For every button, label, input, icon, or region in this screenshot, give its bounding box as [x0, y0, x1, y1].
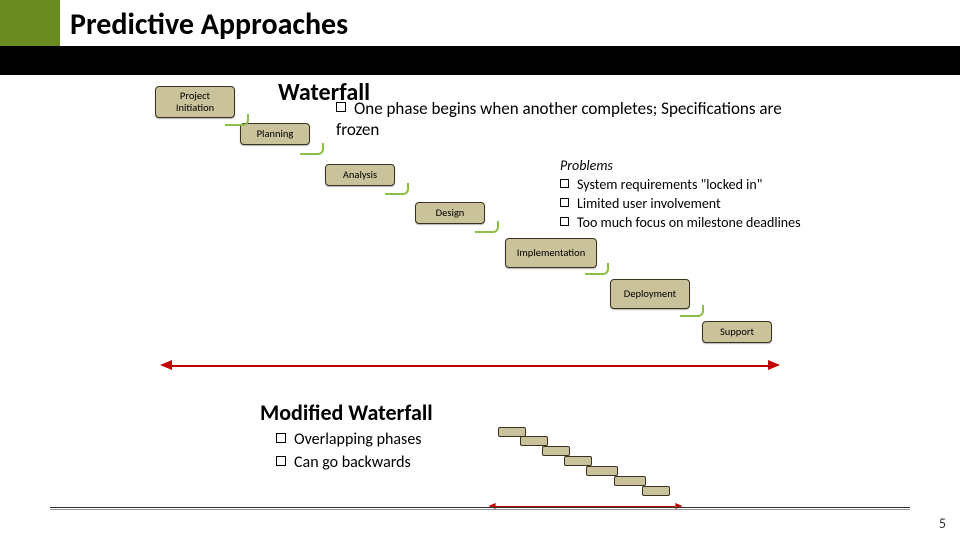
waterfall-bullet: One phase begins when another completes;… — [336, 98, 806, 141]
checkbox-icon — [276, 433, 286, 443]
mw-item: Overlapping phases — [276, 428, 422, 451]
phase-connector — [385, 183, 409, 195]
problems-heading: Problems — [560, 157, 801, 176]
footer-rule — [50, 507, 910, 508]
page-number: 5 — [939, 515, 946, 532]
footer-rule — [50, 509, 910, 510]
problems-block: Problems System requirements "locked in"… — [560, 157, 801, 233]
modified-waterfall-heading: Modified Waterfall — [260, 399, 433, 426]
checkbox-icon — [560, 179, 569, 188]
problem-item: Limited user involvement — [560, 195, 801, 214]
phase-connector — [225, 114, 249, 126]
checkbox-icon — [276, 456, 286, 466]
slide-title: Predictive Approaches — [70, 6, 348, 43]
problem-item: System requirements "locked in" — [560, 176, 801, 195]
slide: Predictive Approaches Waterfall One phas… — [0, 0, 960, 540]
phase-box-initiation: Project Initiation — [155, 86, 235, 118]
phase-connector — [680, 305, 704, 317]
mini-phase-box — [564, 456, 592, 466]
modified-waterfall-list: Overlapping phases Can go backwards — [276, 428, 422, 474]
problem-item: Too much focus on milestone deadlines — [560, 214, 801, 233]
timeline-arrow — [170, 365, 770, 367]
mini-phase-box — [614, 476, 646, 486]
arrow-left-icon — [160, 360, 172, 370]
mini-phase-box — [520, 436, 548, 446]
phase-connector — [585, 263, 609, 275]
phase-connector — [300, 143, 324, 155]
title-band — [0, 46, 960, 75]
phase-box-deployment: Deployment — [610, 279, 690, 309]
checkbox-icon — [560, 198, 569, 207]
arrow-right-icon — [768, 360, 780, 370]
checkbox-icon — [560, 217, 569, 226]
phase-box-support: Support — [702, 321, 772, 343]
mini-phase-box — [542, 446, 570, 456]
content-area: Waterfall One phase begins when another … — [0, 78, 960, 540]
mini-phase-box — [642, 486, 670, 496]
phase-box-planning: Planning — [240, 123, 310, 145]
checkbox-icon — [336, 102, 346, 112]
phase-box-implementation: Implementation — [505, 238, 597, 268]
mini-phase-box — [586, 466, 618, 476]
bullet-text: One phase begins when another completes;… — [336, 98, 782, 140]
mw-item: Can go backwards — [276, 451, 422, 474]
phase-connector — [475, 221, 499, 233]
